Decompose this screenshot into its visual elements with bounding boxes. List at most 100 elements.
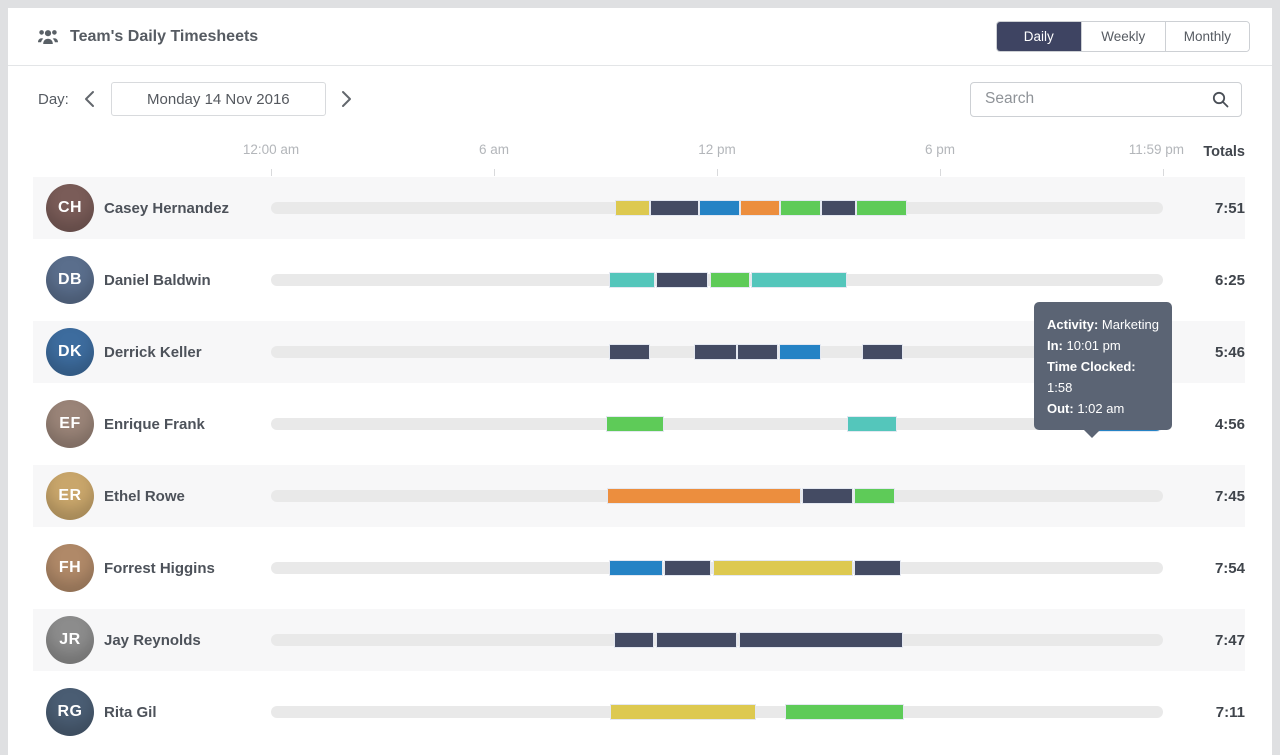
- time-segment-navy[interactable]: [736, 344, 778, 360]
- time-segment-blue[interactable]: [778, 344, 822, 360]
- tooltip-line: Time Clocked: 1:58: [1047, 359, 1136, 395]
- axis-tick-label: 11:59 pm: [1128, 142, 1185, 157]
- time-segment-blue[interactable]: [699, 200, 741, 216]
- timeline-track[interactable]: [271, 632, 1163, 648]
- time-segment-navy[interactable]: [821, 200, 857, 216]
- tooltip-line: Out: 1:02 am: [1047, 401, 1125, 416]
- timesheet-row: DB Daniel Baldwin 6:25: [33, 249, 1245, 311]
- time-segment-navy[interactable]: [739, 632, 904, 648]
- time-segment-blue[interactable]: [608, 560, 663, 576]
- timesheet-row: FH Forrest Higgins 7:54: [33, 537, 1245, 599]
- employee-cell: EF Enrique Frank: [33, 400, 271, 448]
- time-axis: 12:00 am 6 am 12 pm 6 pm 11:59 pm: [243, 132, 1184, 177]
- employee-name: Daniel Baldwin: [104, 271, 211, 289]
- time-segment-navy[interactable]: [613, 632, 654, 648]
- timesheet-row: CH Casey Hernandez 7:51: [33, 177, 1245, 239]
- total-hours: 7:47: [1214, 631, 1245, 649]
- employee-name: Enrique Frank: [104, 415, 205, 433]
- time-segment-orange[interactable]: [607, 488, 801, 504]
- time-segment-yellow[interactable]: [609, 704, 756, 720]
- time-segment-navy[interactable]: [862, 344, 904, 360]
- employee-cell: ER Ethel Rowe: [33, 472, 271, 520]
- timesheets-panel: Team's Daily Timesheets Daily Weekly Month…: [8, 8, 1272, 755]
- employee-name: Ethel Rowe: [104, 487, 185, 505]
- axis-tick-mark: [717, 169, 718, 176]
- previous-day-button[interactable]: [79, 88, 101, 110]
- timesheet-row: RG Rita Gil 7:11: [33, 681, 1245, 743]
- timeline-track[interactable]: [271, 488, 1163, 504]
- employee-cell: CH Casey Hernandez: [33, 184, 271, 232]
- axis-tick-label: 12:00 am: [242, 142, 300, 157]
- time-segment-green[interactable]: [780, 200, 822, 216]
- time-segment-navy[interactable]: [655, 272, 708, 288]
- time-segment-green[interactable]: [784, 704, 904, 720]
- employee-name: Derrick Keller: [104, 343, 202, 361]
- timeline-track[interactable]: [271, 200, 1163, 216]
- timesheet-rows: Activity: Marketing In: 10:01 pm Time Cloc…: [8, 177, 1272, 743]
- page-title: Team's Daily Timesheets: [70, 27, 259, 45]
- search-box: [970, 81, 1242, 117]
- time-segment-green[interactable]: [856, 200, 907, 216]
- axis-tick-mark: [940, 169, 941, 176]
- tab-monthly[interactable]: Monthly: [1164, 22, 1249, 51]
- total-hours: 7:51: [1214, 199, 1245, 217]
- timeline-track[interactable]: [271, 344, 1163, 360]
- time-segment-yellow[interactable]: [614, 200, 651, 216]
- time-segment-teal[interactable]: [608, 272, 655, 288]
- total-hours: 6:25: [1214, 271, 1245, 289]
- avatar: DB: [46, 256, 94, 304]
- search-input[interactable]: [985, 90, 1212, 108]
- time-segment-orange[interactable]: [740, 200, 781, 216]
- time-segment-navy[interactable]: [802, 488, 853, 504]
- avatar: FH: [46, 544, 94, 592]
- employee-cell: DK Derrick Keller: [33, 328, 271, 376]
- avatar: RG: [46, 688, 94, 736]
- avatar: DK: [46, 328, 94, 376]
- time-segment-navy[interactable]: [693, 344, 737, 360]
- time-segment-yellow[interactable]: [712, 560, 854, 576]
- toolbar: Day: Monday 14 Nov 2016: [8, 66, 1272, 132]
- users-group-icon: [38, 29, 58, 45]
- search-icon[interactable]: [1212, 91, 1229, 108]
- day-label: Day:: [38, 90, 69, 108]
- time-segment-navy[interactable]: [664, 560, 712, 576]
- view-tabs: Daily Weekly Monthly: [995, 21, 1250, 52]
- tab-weekly[interactable]: Weekly: [1080, 22, 1165, 51]
- employee-cell: FH Forrest Higgins: [33, 544, 271, 592]
- timeline-track[interactable]: [271, 560, 1163, 576]
- time-segment-teal[interactable]: [750, 272, 848, 288]
- employee-name: Casey Hernandez: [104, 199, 230, 217]
- timeline-track[interactable]: [271, 272, 1163, 288]
- total-hours: 7:54: [1214, 559, 1245, 577]
- avatar: ER: [46, 472, 94, 520]
- employee-name: Jay Reynolds: [104, 631, 201, 649]
- axis-tick-label: 12 pm: [698, 142, 736, 157]
- axis-tick-mark: [494, 169, 495, 176]
- employee-name: Forrest Higgins: [104, 559, 215, 577]
- timesheet-row: JR Jay Reynolds 7:47: [33, 609, 1245, 671]
- tab-daily[interactable]: Daily: [996, 22, 1081, 51]
- employee-cell: JR Jay Reynolds: [33, 616, 271, 664]
- time-segment-navy[interactable]: [650, 200, 700, 216]
- tooltip-arrow: [1084, 430, 1100, 438]
- next-day-button[interactable]: [336, 88, 358, 110]
- time-segment-teal[interactable]: [847, 416, 898, 432]
- timeline-track[interactable]: [271, 416, 1163, 432]
- date-picker[interactable]: Monday 14 Nov 2016: [110, 82, 326, 116]
- avatar: CH: [46, 184, 94, 232]
- time-segment-green[interactable]: [854, 488, 895, 504]
- segment-tooltip: Activity: Marketing In: 10:01 pm Time Cloc…: [1034, 302, 1172, 438]
- time-segment-navy[interactable]: [608, 344, 651, 360]
- time-segment-green[interactable]: [709, 272, 750, 288]
- total-hours: 7:45: [1214, 487, 1245, 505]
- time-segment-green[interactable]: [606, 416, 664, 432]
- timeline-header: 12:00 am 6 am 12 pm 6 pm 11:59 pm Totals: [8, 132, 1272, 177]
- time-segment-navy[interactable]: [854, 560, 902, 576]
- timeline-track[interactable]: [271, 704, 1163, 720]
- time-segment-navy[interactable]: [655, 632, 738, 648]
- totals-column-header: Totals: [1203, 144, 1245, 160]
- timesheet-row: ER Ethel Rowe 7:45: [33, 465, 1245, 527]
- axis-tick-mark: [271, 169, 272, 176]
- employee-name: Rita Gil: [104, 703, 157, 721]
- employee-cell: RG Rita Gil: [33, 688, 271, 736]
